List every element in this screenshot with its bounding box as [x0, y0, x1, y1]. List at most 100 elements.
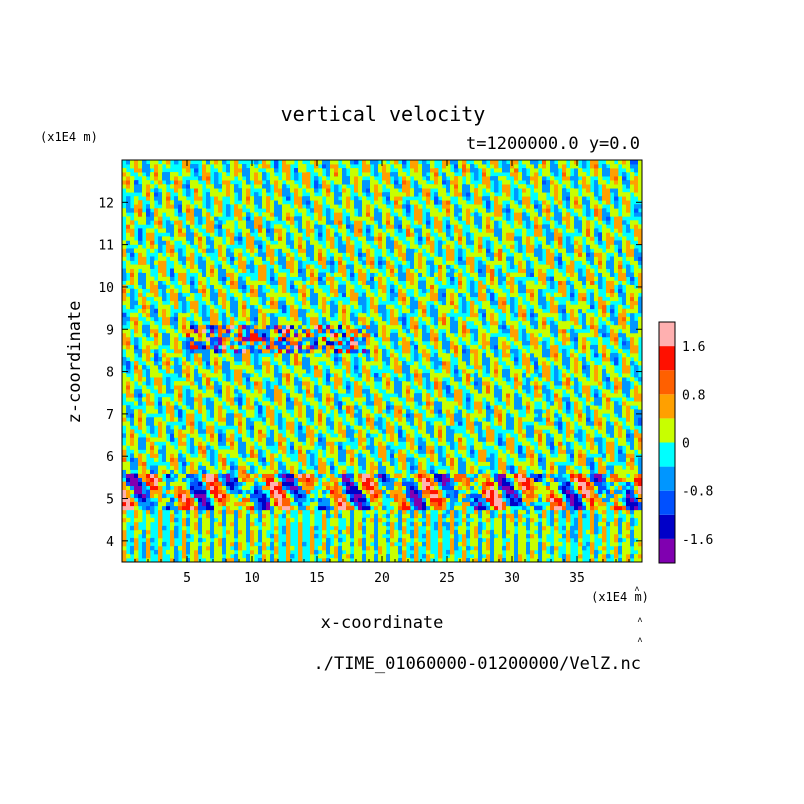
heatmap-cell	[442, 369, 447, 374]
heatmap-cell	[346, 501, 351, 507]
heatmap-cell	[122, 356, 127, 362]
heatmap-cell	[506, 413, 511, 418]
heatmap-cell	[310, 549, 315, 555]
heatmap-cell	[134, 505, 139, 511]
heatmap-cell	[410, 469, 415, 474]
heatmap-cell	[562, 457, 567, 462]
heatmap-cell	[210, 517, 215, 523]
heatmap-cell	[210, 477, 215, 482]
heatmap-cell	[282, 469, 287, 474]
heatmap-cell	[618, 389, 623, 394]
heatmap-cell	[486, 497, 491, 503]
heatmap-cell	[182, 429, 187, 434]
heatmap-cell	[414, 525, 419, 531]
heatmap-cell	[354, 481, 359, 487]
heatmap-cell	[594, 525, 599, 531]
heatmap-cell	[614, 409, 619, 414]
heatmap-cell	[230, 433, 235, 438]
heatmap-cell	[574, 449, 579, 454]
heatmap-cell	[622, 409, 627, 414]
heatmap-cell	[130, 473, 135, 478]
heatmap-cell	[474, 421, 479, 426]
heatmap-cell	[302, 445, 307, 450]
heatmap-cell	[566, 365, 571, 370]
heatmap-cell	[410, 369, 415, 374]
heatmap-cell	[218, 457, 223, 462]
heatmap-cell	[518, 401, 523, 406]
heatmap-cell	[550, 409, 555, 414]
heatmap-cell	[478, 477, 483, 482]
heatmap-cell	[254, 549, 259, 555]
heatmap-cell	[458, 449, 463, 454]
heatmap-cell	[534, 477, 539, 482]
heatmap-cell	[570, 453, 575, 458]
heatmap-cell	[614, 489, 619, 495]
heatmap-cell	[534, 505, 539, 511]
heatmap-cell	[194, 537, 199, 543]
heatmap-cell	[310, 537, 315, 543]
heatmap-cell	[430, 377, 435, 382]
heatmap-cell	[218, 361, 223, 366]
heatmap-cell	[506, 348, 511, 354]
heatmap-cell	[262, 549, 267, 555]
heatmap-cell	[610, 393, 615, 398]
heatmap-cell	[122, 445, 127, 450]
heatmap-cell	[610, 465, 615, 470]
heatmap-cell	[470, 521, 475, 527]
heatmap-cell	[466, 501, 471, 507]
heatmap-cell	[158, 401, 163, 406]
heatmap-cell	[390, 533, 395, 539]
heatmap-cell	[350, 377, 355, 382]
heatmap-cell	[546, 489, 551, 495]
heatmap-cell	[242, 545, 247, 551]
heatmap-cell	[478, 421, 483, 426]
heatmap-cell	[318, 505, 323, 511]
heatmap-cell	[574, 497, 579, 503]
heatmap-cell	[606, 553, 611, 559]
heatmap-cell	[546, 469, 551, 474]
heatmap-cell	[226, 397, 231, 402]
heatmap-cell	[134, 437, 139, 442]
heatmap-cell	[574, 352, 579, 358]
heatmap-cell	[326, 356, 331, 362]
heatmap-cell	[534, 397, 539, 402]
heatmap-cell	[146, 509, 151, 515]
heatmap-cell	[174, 525, 179, 531]
heatmap-cell	[490, 361, 495, 366]
heatmap-cell	[430, 497, 435, 503]
heatmap-cell	[302, 413, 307, 418]
heatmap-cell	[422, 477, 427, 482]
heatmap-cell	[382, 541, 387, 547]
heatmap-cell	[166, 405, 171, 410]
heatmap-cell	[426, 433, 431, 438]
heatmap-cell	[218, 409, 223, 414]
heatmap-cell	[154, 465, 159, 470]
heatmap-cell	[170, 461, 175, 466]
heatmap-cell	[522, 393, 527, 398]
heatmap-cell	[230, 541, 235, 547]
heatmap-cell	[494, 505, 499, 511]
heatmap-cell	[186, 401, 191, 406]
heatmap-cell	[566, 509, 571, 515]
heatmap-cell	[278, 425, 283, 430]
heatmap-cell	[254, 457, 259, 462]
heatmap-cell	[378, 533, 383, 539]
heatmap-cell	[446, 421, 451, 426]
heatmap-cell	[246, 525, 251, 531]
heatmap-cell	[158, 557, 163, 562]
heatmap-cell	[270, 505, 275, 511]
heatmap-cell	[634, 417, 639, 422]
heatmap-cell	[346, 481, 351, 487]
heatmap-cell	[146, 513, 151, 519]
heatmap-cell	[462, 453, 467, 458]
heatmap-cell	[226, 449, 231, 454]
heatmap-cell	[238, 356, 243, 362]
heatmap-cell	[478, 409, 483, 414]
heatmap-cell	[630, 389, 635, 394]
heatmap-cell	[590, 373, 595, 378]
heatmap-cell	[242, 465, 247, 470]
heatmap-cell	[318, 433, 323, 438]
heatmap-cell	[334, 352, 339, 358]
heatmap-cell	[226, 421, 231, 426]
heatmap-cell	[186, 489, 191, 495]
